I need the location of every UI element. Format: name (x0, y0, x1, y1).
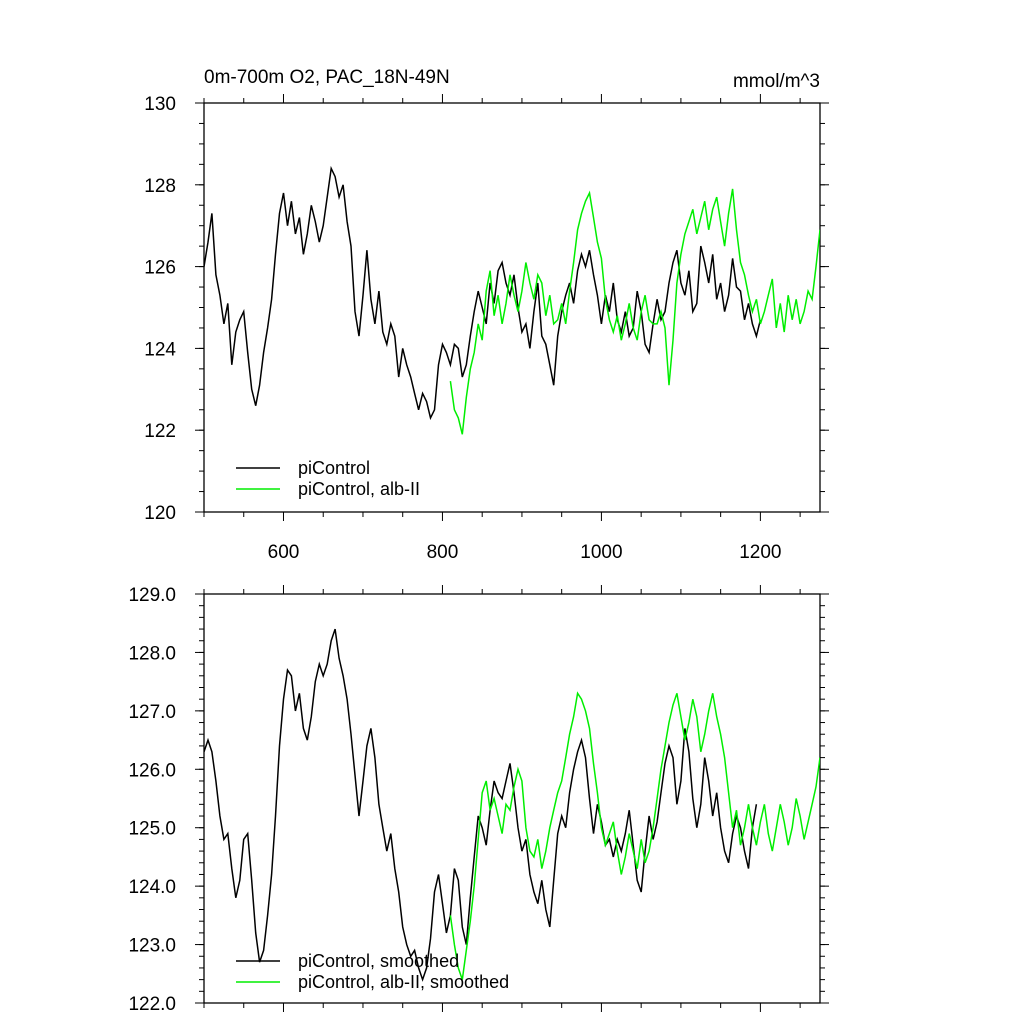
y-tick-label: 126 (144, 258, 176, 279)
plot-frame (204, 103, 820, 512)
y-tick-label: 125.0 (128, 819, 176, 840)
y-tick-label: 120 (144, 503, 176, 524)
y-tick-label: 123.0 (128, 936, 176, 957)
series-line-picontrol (204, 629, 756, 980)
y-tick-label: 124 (144, 339, 176, 360)
y-tick-label: 124.0 (128, 877, 176, 898)
x-tick-label: 800 (427, 542, 459, 563)
legend-label: piControl, smoothed (298, 951, 459, 971)
y-tick-label: 130 (144, 94, 176, 115)
y-tick-label: 122.0 (128, 994, 176, 1015)
chart-title: 0m-700m O2, PAC_18N-49N (204, 67, 450, 88)
y-tick-label: 126.0 (128, 760, 176, 781)
x-tick-label: 1000 (580, 542, 622, 563)
top-panel: 600 800 1000 1200 120 122 124 126 128 130 piContro… (144, 94, 829, 563)
units-label: mmol/m^3 (733, 71, 820, 92)
legend-label: piControl, alb-II, smoothed (298, 972, 509, 992)
series-line-alb-ii (450, 693, 820, 979)
y-tick-label: 128 (144, 176, 176, 197)
legend-label: piControl, alb-II (298, 479, 420, 499)
y-tick-label: 127.0 (128, 702, 176, 723)
y-tick-label: 129.0 (128, 585, 176, 606)
y-tick-label: 122 (144, 421, 176, 442)
x-tick-label: 600 (268, 542, 300, 563)
bottom-panel: 122.0 123.0 124.0 125.0 126.0 127.0 128.0 129.0… (128, 585, 829, 1015)
y-tick-label: 128.0 (128, 643, 176, 664)
x-tick-label: 1200 (739, 542, 781, 563)
legend-label: piControl (298, 458, 370, 478)
